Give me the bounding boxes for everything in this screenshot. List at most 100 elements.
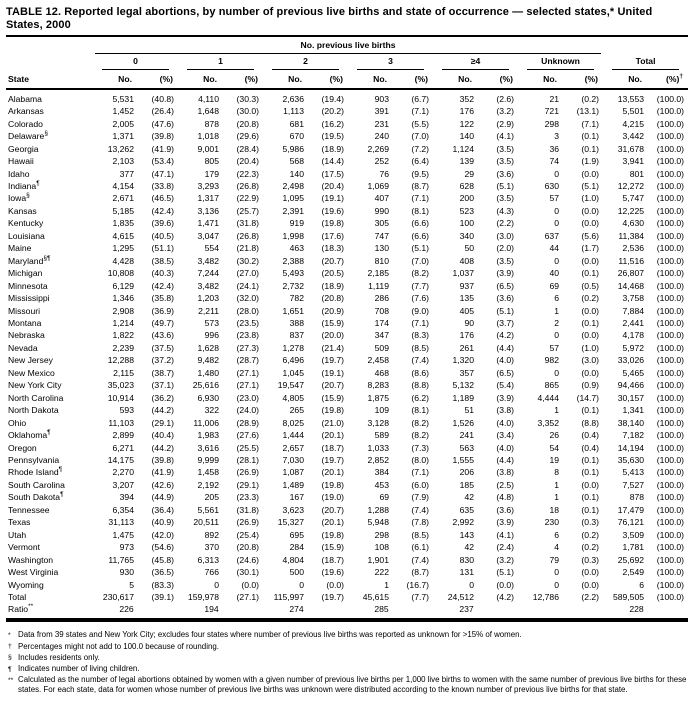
percent-cell: (8.6) [411,367,429,378]
count-cell: 35,630 [617,455,645,465]
percent-cell: (3.5) [496,156,514,167]
state-name: Oregon [8,442,37,453]
count-cell: 108 [374,542,389,553]
percent-cell: (3.5) [496,143,514,154]
count-cell: 1 [554,492,559,503]
state-cell: Tennessee [6,504,93,516]
footnote-marker: §¶ [43,254,51,262]
percent-cell: (25.7) [236,205,259,216]
count-cell: 747 [374,230,389,241]
count-cell: 1,033 [367,442,389,453]
percent-cell: (27.6) [236,430,259,441]
state-name: Missouri [8,305,40,316]
count-cell: 3,482 [197,255,219,266]
count-cell: 4,805 [282,392,304,403]
percent-cell: (8.1) [411,405,429,416]
table-row: Utah 1,475 (42.0) 892 (25.4) 695 (19.8) 298 (8.5… [6,529,688,541]
percent-cell: (100.0) [656,430,685,441]
state-name: New Mexico [8,367,55,378]
percent-cell: (100.0) [656,205,685,216]
count-cell: 54 [549,442,559,453]
state-name: Wyoming [8,579,44,590]
state-cell: Oklahoma¶ [6,429,93,441]
state-cell: Texas [6,516,93,528]
state-cell: Maryland§¶ [6,255,93,267]
count-cell: 12,272 [617,181,645,192]
group-label: 3 [357,54,424,70]
state-cell: Oregon [6,442,93,454]
state-name: Montana [8,318,42,329]
percent-cell: (100.0) [656,492,685,503]
percent-cell: (20.1) [321,430,344,441]
count-cell: 2,536 [622,243,645,254]
percent-cell: (4.4) [496,342,514,353]
footnote-text: Data from 39 states and New York City; e… [18,630,522,640]
percent-cell: (3.6) [496,504,514,515]
percent-cell: (100.0) [656,542,685,553]
percent-cell: (83.3) [151,579,174,590]
state-name: Arkansas [8,106,44,117]
count-cell: 2,388 [282,255,304,266]
count-cell: 5,493 [282,268,304,279]
count-cell: 2,005 [112,118,134,129]
count-cell: 1 [554,305,559,316]
count-cell: 4,630 [622,218,645,229]
state-name: Delaware [8,131,45,142]
footnote-marker: ** [8,676,14,684]
percent-cell: (19.5) [321,131,344,142]
count-cell: 0 [554,567,559,578]
percent-cell: (40.3) [151,268,174,279]
table-header: No. previous live births 0 1 2 3 ≥4 Unkn… [6,36,689,90]
count-cell: 5,132 [452,380,474,391]
table-row: Mississippi 1,346 (35.8) 1,203 (32.0) 782 (20.… [6,292,688,304]
count-cell: 305 [374,218,389,229]
count-cell: 5,972 [622,342,645,353]
count-cell: 1,452 [112,106,134,117]
state-name: South Carolina [8,479,65,490]
state-name: New Jersey [8,355,53,366]
count-cell: 19 [549,455,559,465]
state-cell: Montana [6,317,93,329]
count-cell: 1,124 [452,143,474,154]
footnote-marker: ¶ [58,466,63,474]
percent-cell: (0.5) [581,280,600,291]
count-cell: 31,113 [108,517,134,528]
table-row: Ohio 11,103 (29.1) 11,006 (28.9) 8,025 (21.0) 3… [6,417,688,429]
count-cell: 695 [289,529,304,540]
count-cell: 1,444 [282,430,304,441]
percent-cell: (0.3) [581,554,600,565]
pct-label: (%) [666,73,680,84]
count-cell: 878 [204,118,219,129]
state-name: North Carolina [8,392,64,403]
count-cell: 4,615 [112,230,134,241]
percent-cell: (100.0) [656,504,685,515]
percent-cell: (0.0) [581,367,600,378]
count-cell: 298 [374,529,389,540]
count-cell: 5,948 [367,517,389,528]
pct-header: (%) [312,70,348,90]
count-cell: 6,496 [282,355,304,366]
count-cell: 2,899 [112,430,134,441]
percent-cell: (100.0) [656,318,685,329]
count-cell: 1,087 [282,467,304,478]
count-cell: 1,095 [282,193,304,204]
percent-cell: (24.1) [236,280,259,291]
percent-cell: (40.4) [151,430,174,441]
count-cell: 2,908 [112,305,134,316]
percent-cell: (19.6) [321,205,344,216]
percent-cell: (25.4) [236,529,259,540]
percent-cell: (14.4) [321,156,344,167]
percent-cell: (36.5) [151,567,174,578]
pct-header: (%) [567,70,604,90]
percent-cell: (3.8) [496,467,514,478]
percent-cell: (100.0) [656,268,685,279]
count-cell: 5,531 [112,93,134,104]
count-cell: 5,501 [622,106,645,117]
percent-cell: (41.9) [151,467,174,478]
percent-cell: (3.9) [496,517,514,528]
state-cell: South Dakota¶ [6,491,93,503]
count-cell: 1,628 [197,342,219,353]
count-cell: 115,997 [273,591,304,602]
count-cell: 589,505 [612,591,645,602]
count-cell: 1,278 [282,342,304,353]
